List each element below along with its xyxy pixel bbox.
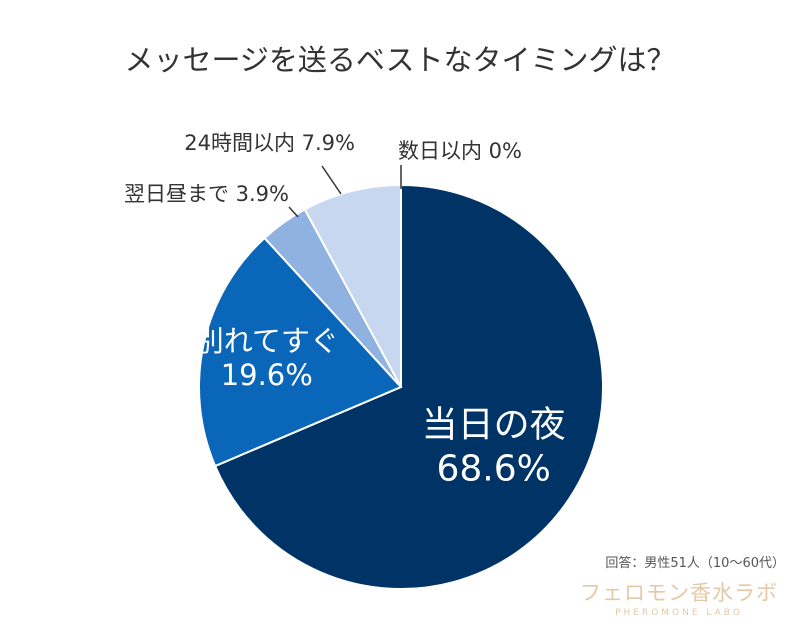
brand-logo: フェロモン香水ラボ PHEROMONE LABO	[580, 581, 778, 618]
slice-4	[303, 183, 402, 388]
brand-sub: PHEROMONE LABO	[615, 608, 743, 618]
respondents-note: 回答：男性51人（10～60代）	[605, 555, 785, 571]
slice-value-1: 68.6%	[436, 448, 550, 489]
leader-line-4	[321, 165, 342, 195]
leader-lines	[288, 165, 402, 218]
slice-label-5: 数日以内 0%	[398, 139, 522, 163]
slice-1	[213, 183, 604, 590]
slice-value-2: 19.6%	[221, 358, 313, 392]
slice-2	[198, 236, 403, 468]
slice-label-2: 別れてすぐ	[195, 324, 339, 358]
leader-line-3	[288, 206, 299, 218]
slice-label-1: 当日の夜	[422, 404, 566, 445]
slice-label-3: 翌日昼まで 3.9%	[124, 182, 289, 206]
brand-name: フェロモン香水ラボ	[580, 581, 778, 605]
chart-title: メッセージを送るベストなタイミングは？	[124, 43, 675, 77]
slice-label-4: 24時間以内 7.9%	[184, 131, 355, 155]
pie-slices	[198, 183, 604, 590]
